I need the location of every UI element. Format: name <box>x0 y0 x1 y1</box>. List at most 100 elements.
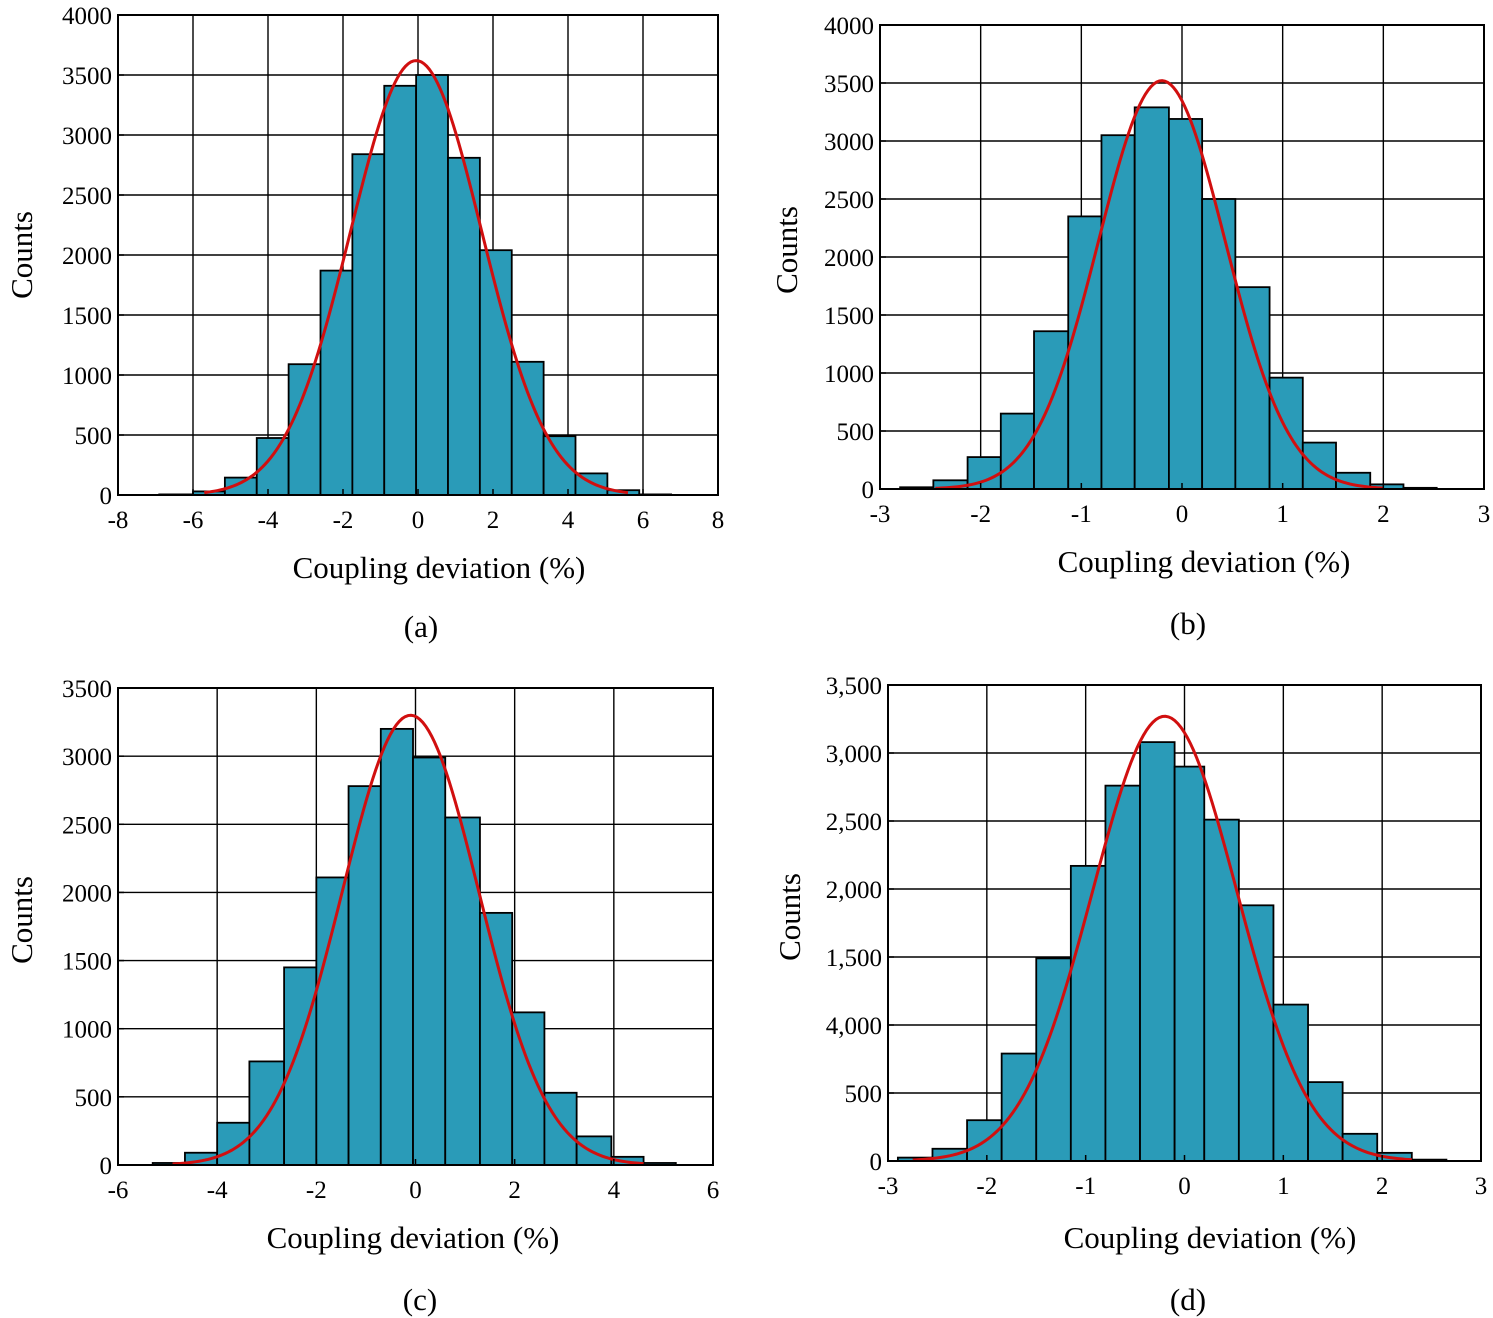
y-tick-label: 3,000 <box>826 741 882 768</box>
x-tick-label: -3 <box>870 501 891 528</box>
x-axis-label: Coupling deviation (%) <box>1058 544 1351 579</box>
x-tick-label: 6 <box>637 507 650 534</box>
x-tick-label: -2 <box>306 1177 327 1204</box>
y-tick-label: 500 <box>75 1085 113 1112</box>
y-tick-label: 2000 <box>62 243 112 270</box>
histogram-bar <box>999 412 1035 490</box>
histogram-bar <box>1100 134 1136 490</box>
histogram-bar <box>383 84 418 496</box>
histogram-bar <box>1067 215 1103 490</box>
y-axis-label: Counts <box>4 211 39 299</box>
x-tick-label: -6 <box>108 1177 129 1204</box>
panel-caption: (a) <box>404 609 438 644</box>
x-tick-label: 2 <box>1377 501 1390 528</box>
x-tick-label: 2 <box>508 1177 521 1204</box>
histogram-bar <box>319 269 354 496</box>
x-tick-label: 2 <box>1376 1173 1389 1200</box>
histogram-panel-a: Counts Coupling deviation (%) (a) -8 -6 -4… <box>4 3 724 644</box>
y-tick-label: 3500 <box>62 676 112 703</box>
y-tick-label: 2500 <box>62 812 112 839</box>
x-tick-label: 1 <box>1276 501 1289 528</box>
y-tick-label: 3000 <box>824 129 874 156</box>
y-tick-label: 3000 <box>62 744 112 771</box>
x-tick-label: 3 <box>1478 501 1491 528</box>
x-tick-label: 8 <box>712 507 725 534</box>
x-tick-label: 0 <box>1176 501 1189 528</box>
histogram-bar <box>379 727 414 1166</box>
x-tick-label: -4 <box>258 507 279 534</box>
histogram-bar <box>1104 784 1141 1162</box>
histogram-bar <box>1168 118 1204 490</box>
histogram-bar <box>283 966 318 1166</box>
y-tick-label: 1000 <box>62 363 112 390</box>
x-axis-label: Coupling deviation (%) <box>293 550 586 585</box>
histogram-panel-b: Counts Coupling deviation (%) (b) -3 -2 -1… <box>769 13 1490 641</box>
x-tick-label: -8 <box>108 507 129 534</box>
y-tick-label: 2,000 <box>826 877 882 904</box>
y-tick-label: 0 <box>862 477 875 504</box>
y-tick-label: 0 <box>100 483 113 510</box>
gaussian-fit-curve <box>935 79 1384 490</box>
histogram-bar <box>315 876 350 1166</box>
y-tick-label: 2500 <box>62 183 112 210</box>
histogram-bar <box>287 363 322 496</box>
y-tick-label: 3,500 <box>826 673 882 700</box>
x-tick-label: 0 <box>412 507 425 534</box>
x-tick-label: 3 <box>1475 1173 1488 1200</box>
panel-caption: (d) <box>1170 1282 1206 1317</box>
y-tick-label: 0 <box>100 1153 113 1180</box>
y-tick-label: 3500 <box>824 71 874 98</box>
x-tick-label: 0 <box>1178 1173 1191 1200</box>
y-tick-label: 1000 <box>62 1017 112 1044</box>
x-tick-label: -4 <box>207 1177 228 1204</box>
x-tick-label: -3 <box>878 1173 899 1200</box>
y-tick-label: 3000 <box>62 123 112 150</box>
histogram-bar <box>1203 818 1240 1162</box>
y-tick-label: 500 <box>845 1081 883 1108</box>
panel-caption: (c) <box>403 1282 437 1317</box>
y-tick-label: 1500 <box>62 303 112 330</box>
x-tick-label: 2 <box>487 507 500 534</box>
histogram-bar <box>1234 286 1271 490</box>
histogram-bar <box>479 911 514 1166</box>
histogram-bar <box>1301 441 1337 490</box>
x-tick-label: 1 <box>1277 1173 1290 1200</box>
x-tick-label: 6 <box>707 1177 720 1204</box>
y-tick-label: 4000 <box>824 13 874 40</box>
x-axis-label: Coupling deviation (%) <box>267 1220 560 1255</box>
y-tick-label: 1500 <box>62 949 112 976</box>
x-tick-label: 4 <box>608 1177 621 1204</box>
gaussian-fit-curve <box>912 714 1412 1162</box>
y-tick-label: 4000 <box>62 3 112 30</box>
x-axis-label: Coupling deviation (%) <box>1064 1220 1357 1255</box>
histogram-bar <box>415 74 449 496</box>
x-tick-label: 0 <box>409 1177 422 1204</box>
x-tick-label: -1 <box>1071 501 1092 528</box>
x-tick-label: -1 <box>1075 1173 1096 1200</box>
y-tick-label: 2500 <box>824 187 874 214</box>
y-axis-label: Counts <box>769 206 804 294</box>
histogram-bar <box>1000 1052 1038 1162</box>
histogram-bar <box>510 360 545 496</box>
histogram-bar <box>1268 376 1304 490</box>
histogram-bar <box>1341 1132 1379 1162</box>
histogram-bar <box>542 435 577 496</box>
histogram-bar <box>1133 106 1170 490</box>
histogram-panel-d: Counts Coupling deviation (%) (d) -3 -2 -1… <box>772 673 1487 1317</box>
y-tick-label: 4,000 <box>826 1013 882 1040</box>
x-tick-label: -2 <box>976 1173 997 1200</box>
y-tick-label: 1500 <box>824 303 874 330</box>
x-tick-label: -2 <box>333 507 354 534</box>
histogram-bar <box>1237 904 1275 1162</box>
x-tick-label: -6 <box>183 507 204 534</box>
y-axis-label: Counts <box>772 873 807 961</box>
histogram-bar <box>1201 198 1237 490</box>
y-tick-label: 500 <box>837 419 875 446</box>
histogram-bar <box>575 1135 613 1166</box>
y-tick-label: 3500 <box>62 63 112 90</box>
histogram-bar <box>1139 741 1176 1162</box>
histogram-bar <box>412 756 447 1166</box>
gaussian-fit-curve <box>172 713 644 1166</box>
histogram-bar <box>1033 330 1070 490</box>
